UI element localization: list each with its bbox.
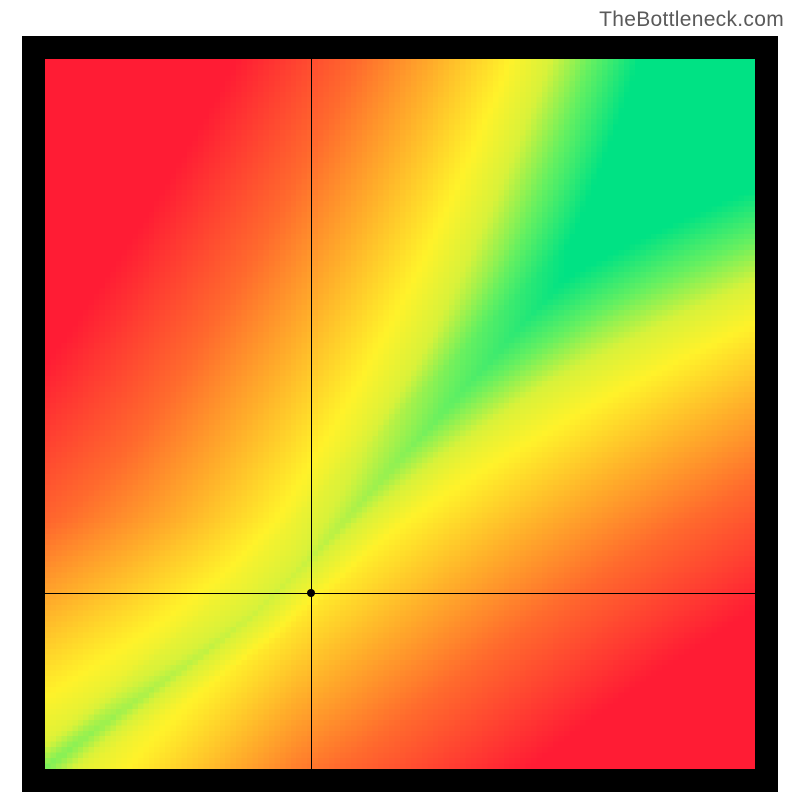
plot-frame (22, 36, 778, 792)
crosshair-dot (307, 589, 315, 597)
plot-area (45, 59, 755, 769)
crosshair-vertical (311, 59, 312, 769)
heatmap-canvas (45, 59, 755, 769)
crosshair-horizontal (45, 593, 755, 594)
watermark-text: TheBottleneck.com (599, 8, 784, 32)
